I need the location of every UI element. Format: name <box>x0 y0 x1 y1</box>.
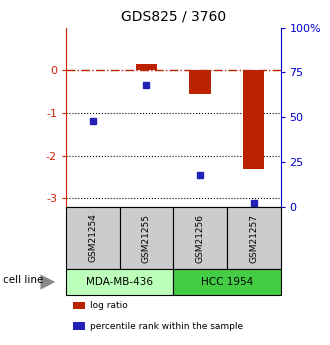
Title: GDS825 / 3760: GDS825 / 3760 <box>121 10 226 24</box>
Text: percentile rank within the sample: percentile rank within the sample <box>90 322 243 331</box>
Text: cell line: cell line <box>3 275 44 285</box>
Bar <box>189 70 211 94</box>
Text: HCC 1954: HCC 1954 <box>201 277 253 287</box>
Text: GSM21255: GSM21255 <box>142 214 151 263</box>
Text: MDA-MB-436: MDA-MB-436 <box>86 277 153 287</box>
Text: GSM21257: GSM21257 <box>249 214 258 263</box>
Bar <box>243 70 264 169</box>
Text: GSM21254: GSM21254 <box>88 214 97 263</box>
Bar <box>136 64 157 70</box>
Text: GSM21256: GSM21256 <box>196 214 205 263</box>
Text: log ratio: log ratio <box>90 301 128 310</box>
